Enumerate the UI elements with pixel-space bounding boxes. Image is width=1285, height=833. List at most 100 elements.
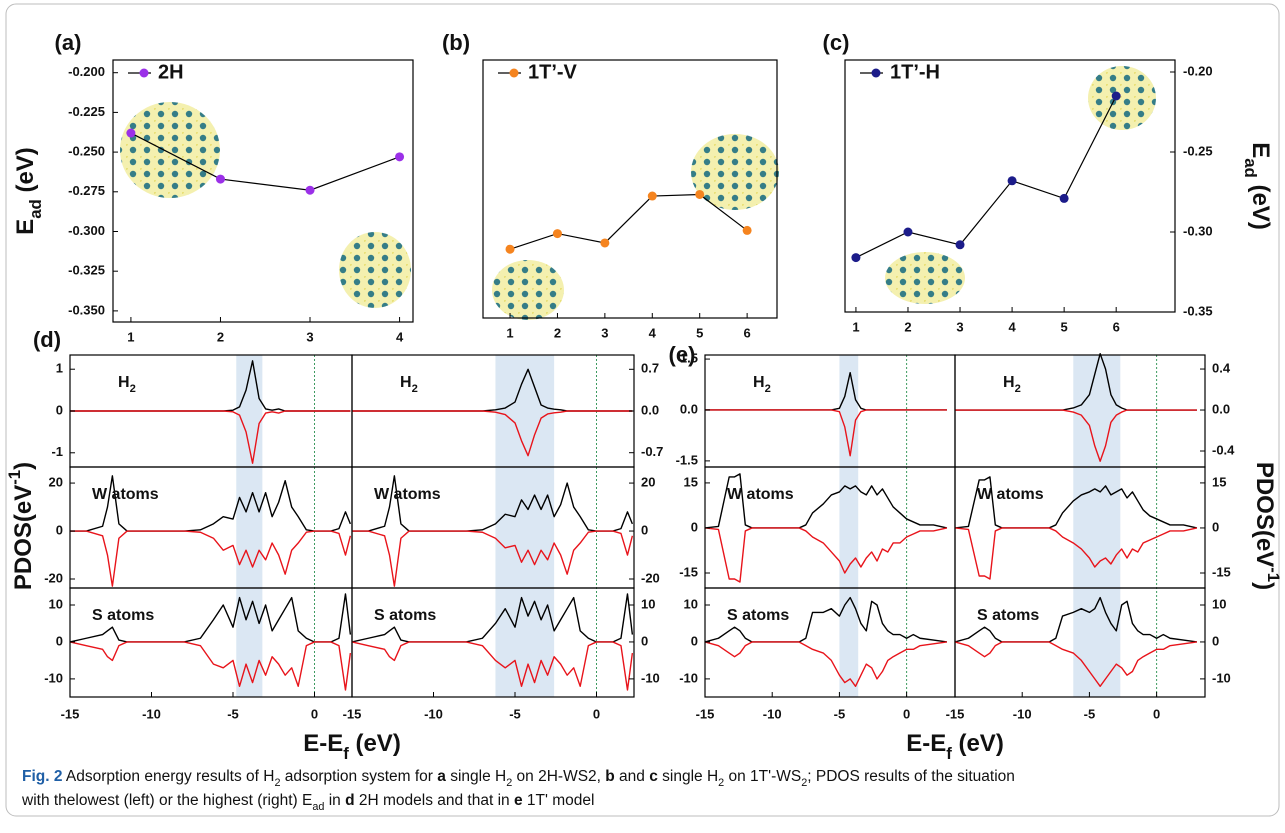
row-frame xyxy=(352,467,634,588)
caption-line: Fig. 2 Adsorption energy results of H2 a… xyxy=(22,768,1015,789)
pdos-curve xyxy=(70,361,350,411)
x-tick-label: 5 xyxy=(1061,319,1068,334)
legend-label: 2H xyxy=(158,61,184,83)
structure-inset xyxy=(1088,66,1156,130)
text-run: H xyxy=(400,374,412,391)
x-tick-label: 1 xyxy=(852,319,859,334)
x-tick-label: 0 xyxy=(593,706,600,721)
legend-label: 1T’-H xyxy=(890,61,940,83)
text-run: 2 xyxy=(412,383,418,395)
x-tick-label: -10 xyxy=(763,706,782,721)
y-axis-label: Ead (eV) xyxy=(1241,142,1274,230)
x-tick-label: 0 xyxy=(903,706,910,721)
y-tick-label: 0 xyxy=(691,633,698,648)
text-run: E xyxy=(1247,142,1274,158)
y-tick-label: 15 xyxy=(1212,474,1226,489)
x-tick-label: -5 xyxy=(834,706,846,721)
pdos-curve xyxy=(352,531,632,586)
legend-marker xyxy=(140,69,149,78)
text-run: 2 xyxy=(130,383,136,395)
x-tick-label: 4 xyxy=(1008,319,1016,334)
row-frame xyxy=(705,355,955,467)
data-point xyxy=(600,238,609,247)
text-run: W atoms xyxy=(977,486,1044,503)
y-tick-label: -20 xyxy=(44,570,63,585)
row-label: W atoms xyxy=(374,486,441,503)
row-label: W atoms xyxy=(727,486,794,503)
y-tick-label: -0.325 xyxy=(68,263,105,278)
data-point xyxy=(395,152,404,161)
text-run: Fig. 2 xyxy=(22,768,62,785)
y-tick-label: -10 xyxy=(1212,670,1231,685)
y-tick-label: -10 xyxy=(44,670,63,685)
row-label: S atoms xyxy=(727,607,789,624)
panel-label: (c) xyxy=(823,30,850,55)
pdos-curve xyxy=(70,476,350,531)
x-tick-label: 1 xyxy=(127,329,134,344)
y-tick-label: -15 xyxy=(1212,564,1231,579)
text-run: Adsorption energy results of H xyxy=(62,768,274,785)
row-frame xyxy=(70,588,352,697)
y-tick-label: -0.20 xyxy=(1183,63,1213,78)
y-tick-label: -10 xyxy=(679,670,698,685)
y-tick-label: 0 xyxy=(641,522,648,537)
y-tick-label: -0.30 xyxy=(1183,223,1213,238)
x-tick-label: 1 xyxy=(506,325,513,340)
text-run: E-E xyxy=(906,730,946,757)
x-tick-label: 2 xyxy=(217,329,224,344)
pdos-curve xyxy=(705,373,947,410)
x-tick-label: 3 xyxy=(956,319,963,334)
data-point xyxy=(553,229,562,238)
data-point xyxy=(695,190,704,199)
data-point xyxy=(903,228,912,237)
data-point xyxy=(648,192,657,201)
pdos-curve xyxy=(70,531,350,586)
text-run: with thelowest (left) or the highest (ri… xyxy=(21,792,312,809)
x-tick-label: 2 xyxy=(904,319,911,334)
text-run: S atoms xyxy=(92,607,154,624)
y-tick-label: -0.7 xyxy=(641,444,663,459)
data-point xyxy=(1112,92,1121,101)
text-run: -1 xyxy=(1264,567,1283,582)
y-tick-label: -0.35 xyxy=(1183,303,1213,318)
y-tick-label: 10 xyxy=(641,596,655,611)
y-tick-label: -0.25 xyxy=(1183,143,1213,158)
y-tick-label: -0.250 xyxy=(68,144,105,159)
legend-marker xyxy=(872,69,881,78)
text-run: ad xyxy=(26,199,45,219)
y-axis-label: PDOS(eV-1) xyxy=(5,462,37,590)
text-run: adsorption system for xyxy=(280,768,437,785)
text-run: (eV) xyxy=(12,147,39,199)
text-run: on 1T'-WS xyxy=(724,768,801,785)
y-tick-label: 0.0 xyxy=(1212,401,1230,416)
y-tick-label: -1 xyxy=(51,444,63,459)
x-tick-label: 2 xyxy=(554,325,561,340)
row-label: H2 xyxy=(1003,374,1021,395)
structure-inset xyxy=(339,232,411,308)
panel-label: (d) xyxy=(33,327,61,352)
data-point xyxy=(216,175,225,184)
y-tick-label: -1.5 xyxy=(676,452,698,467)
y-tick-label: 0.0 xyxy=(641,402,659,417)
data-point xyxy=(851,253,860,262)
x-axis-label: E-Ef (eV) xyxy=(906,730,1004,763)
text-run: W atoms xyxy=(92,486,159,503)
y-tick-label: 0 xyxy=(56,402,63,417)
y-axis-label: Ead (eV) xyxy=(12,147,45,235)
panel-label: (e) xyxy=(669,342,696,367)
figure: 1234-0.200-0.225-0.250-0.275-0.300-0.325… xyxy=(0,0,1285,833)
text-run: S atoms xyxy=(374,607,436,624)
x-tick-label: 3 xyxy=(306,329,313,344)
x-tick-label: 4 xyxy=(649,325,657,340)
y-tick-label: 0 xyxy=(641,633,648,648)
x-tick-label: 4 xyxy=(396,329,404,344)
pdos-curve xyxy=(352,369,632,411)
y-axis-label: PDOS(eV-1) xyxy=(1251,462,1283,590)
y-tick-label: 10 xyxy=(684,596,698,611)
pdos-curve xyxy=(70,411,350,463)
y-tick-label: 0 xyxy=(691,519,698,534)
data-point xyxy=(506,245,515,254)
y-tick-label: 0.7 xyxy=(641,361,659,376)
highlight-band xyxy=(1073,355,1120,697)
text-run: 2 xyxy=(1015,383,1021,395)
